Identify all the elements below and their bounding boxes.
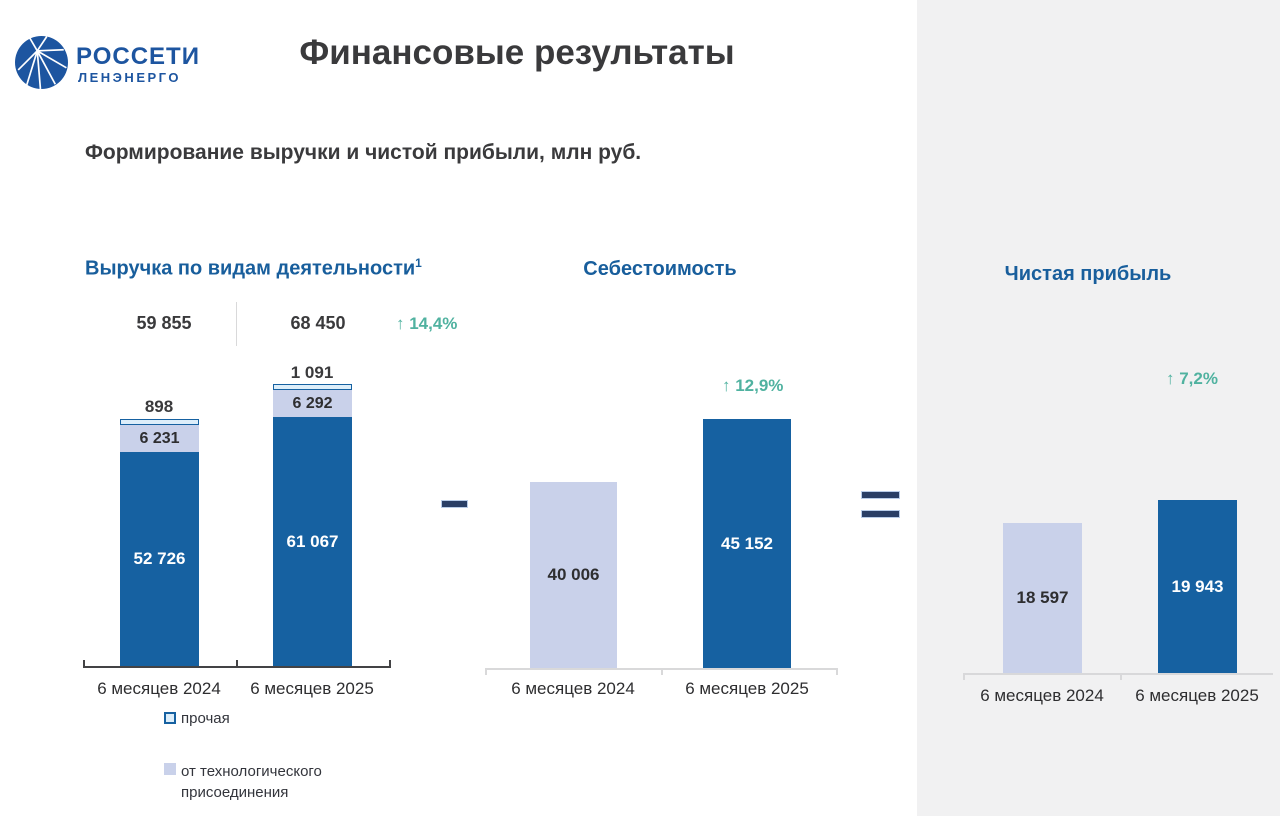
legend-swatch-tech [164,763,176,775]
profit-2025-value: 19 943 [1171,576,1224,596]
footnote-marker: 1 [415,256,422,270]
revenue-axis-tick [389,660,391,668]
cost-2024-value: 40 006 [547,565,600,584]
revenue-2024-other-label: 898 [144,397,174,416]
profit-axis-tick [963,673,965,680]
totals-divider [236,302,237,346]
equals-icon [861,510,900,518]
profit-axis [963,673,1273,675]
cost-axis-tick [836,668,838,675]
right-gray-panel [917,0,1280,816]
profit-cat-2024: 6 месяцев 2024 [980,686,1104,705]
revenue-chart-title: Выручка по видам деятельности1 [85,256,422,280]
revenue-2024-segment-other [120,419,199,425]
slide-subtitle: Формирование выручки и чистой прибыли, м… [85,141,642,164]
cost-cat-2024: 6 месяцев 2024 [511,679,635,698]
revenue-2024-tech-value: 6 231 [139,429,180,447]
company-logo: РОССЕТИ ЛЕНЭНЕРГО [15,36,245,96]
profit-delta-badge: ↑ 7,2% [1166,369,1218,388]
equals-icon [861,491,900,499]
revenue-2024-segment-tech: 6 231 [120,425,199,452]
cost-cat-2025: 6 месяцев 2025 [685,679,809,698]
profit-cat-2025: 6 месяцев 2025 [1135,686,1259,705]
revenue-2024-main-value: 52 726 [133,549,186,568]
revenue-total-2024: 59 855 [136,313,192,333]
revenue-2025-segment-tech: 6 292 [273,390,352,417]
cost-delta-badge: ↑ 12,9% [722,376,784,395]
revenue-2025-other-label: 1 091 [290,363,334,382]
cost-2025-value: 45 152 [721,533,773,553]
cost-axis-tick [661,668,663,675]
revenue-axis-tick [83,660,85,668]
profit-chart-title: Чистая прибыль [1004,263,1172,285]
profit-bar-2024: 18 597 [1003,523,1082,673]
revenue-axis-tick [236,660,238,668]
profit-bar-2025: 19 943 [1158,500,1237,673]
cost-chart-title: Себестоимость [583,258,737,280]
revenue-delta-badge: ↑ 14,4% [396,314,458,333]
page-title: Финансовые результаты [299,33,735,72]
revenue-total-2025: 68 450 [290,313,346,333]
cost-bar-2024: 40 006 [530,482,617,668]
legend-label-other: прочая [181,710,230,727]
revenue-2025-segment-other [273,384,352,390]
profit-axis-tick [1120,673,1122,680]
logo-sub-text: ЛЕНЭНЕРГО [78,70,181,85]
revenue-2024-segment-main: 52 726 [120,452,199,666]
rosseti-globe-icon [15,36,68,89]
revenue-2025-segment-main: 61 067 [273,417,352,666]
legend-label-tech: от технологического присоединения [181,763,322,801]
logo-brand-text: РОССЕТИ [76,43,200,70]
legend-swatch-other [164,712,176,724]
profit-2024-value: 18 597 [1016,588,1069,607]
cost-axis-tick [485,668,487,675]
revenue-2025-tech-value: 6 292 [292,394,333,412]
minus-icon [441,500,468,508]
cost-bar-2025: 45 152 [703,419,791,668]
revenue-cat-2024: 6 месяцев 2024 [97,679,221,698]
revenue-cat-2025: 6 месяцев 2025 [250,679,374,698]
revenue-2025-main-value: 61 067 [286,531,339,551]
